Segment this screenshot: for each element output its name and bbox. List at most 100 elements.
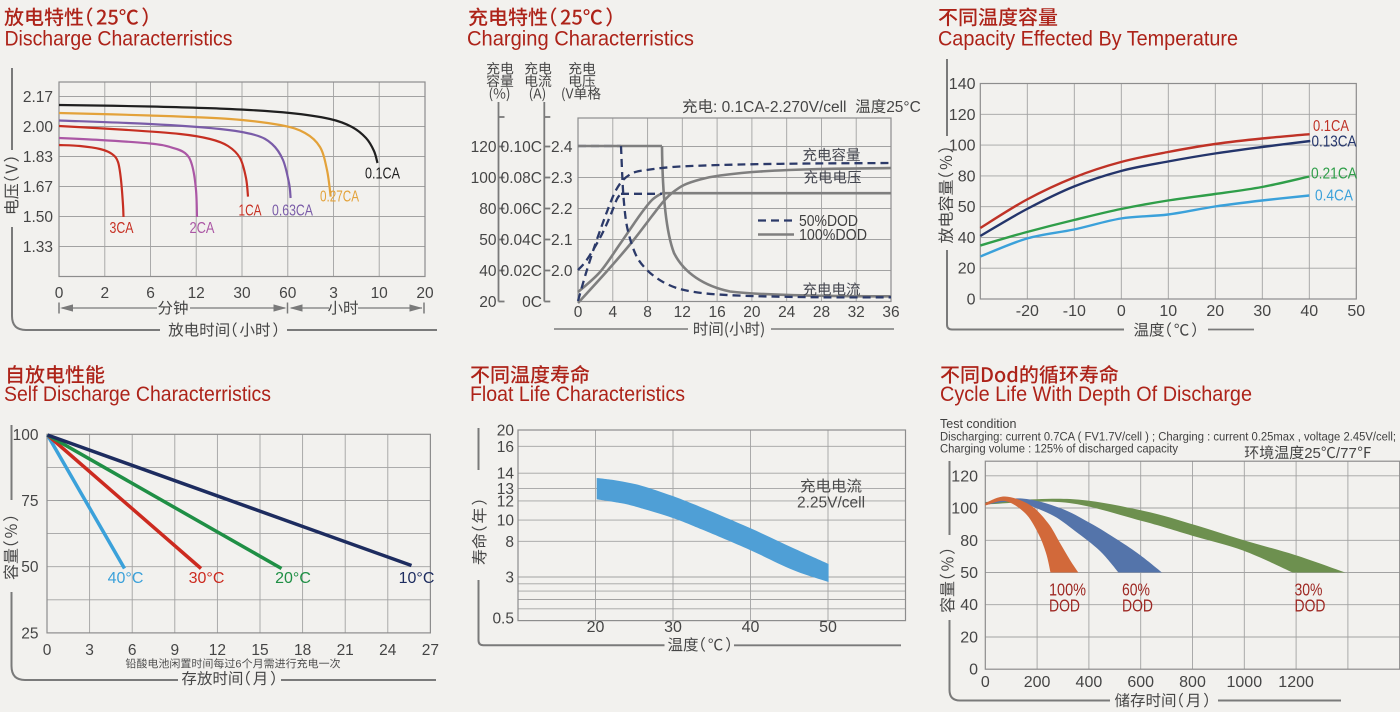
svg-text:-20: -20	[1016, 303, 1039, 320]
svg-text:2.00: 2.00	[23, 119, 54, 136]
svg-text:-10: -10	[1063, 303, 1086, 320]
svg-text:30: 30	[233, 285, 251, 302]
svg-text:120: 120	[949, 107, 976, 124]
svg-text:2.1: 2.1	[551, 232, 573, 249]
svg-text:100: 100	[471, 170, 497, 187]
svg-text:16: 16	[708, 304, 725, 321]
svg-text:0.21CA: 0.21CA	[1311, 166, 1357, 183]
svg-text:25: 25	[21, 625, 38, 642]
svg-text:Discharging: current 0.7CA ( F: Discharging: current 0.7CA ( FV1.7V/cell…	[940, 430, 1396, 444]
svg-text:40: 40	[960, 597, 978, 614]
svg-text:2.17: 2.17	[23, 89, 53, 106]
svg-text:400: 400	[1076, 674, 1103, 691]
svg-text:20: 20	[958, 261, 976, 278]
svg-text:Cycle Life With Depth Of Disch: Cycle Life With Depth Of Discharge	[940, 383, 1252, 406]
svg-text:10: 10	[1159, 303, 1177, 320]
svg-text:3: 3	[85, 642, 94, 659]
svg-text:6: 6	[128, 642, 137, 659]
svg-text:0: 0	[967, 292, 976, 309]
svg-text:27: 27	[422, 642, 439, 659]
svg-text:4: 4	[608, 304, 617, 321]
svg-text:3CA: 3CA	[110, 220, 135, 237]
svg-text:15: 15	[251, 642, 268, 659]
svg-text:0: 0	[1117, 303, 1126, 320]
svg-text:0.02C: 0.02C	[501, 263, 542, 280]
svg-text:60: 60	[279, 285, 297, 302]
svg-text:1.33: 1.33	[23, 239, 53, 256]
svg-text:120: 120	[471, 139, 497, 156]
svg-text:800: 800	[1179, 674, 1206, 691]
svg-text:20: 20	[587, 619, 605, 636]
svg-text:20: 20	[416, 285, 434, 302]
svg-text:10: 10	[497, 513, 515, 530]
svg-text:20: 20	[743, 304, 761, 321]
svg-text:80: 80	[479, 201, 497, 218]
svg-text:9: 9	[170, 642, 179, 659]
svg-text:0.10C: 0.10C	[501, 139, 542, 156]
svg-text:16: 16	[497, 439, 514, 456]
svg-text:Test condition: Test condition	[940, 417, 1016, 431]
svg-text:100%: 100%	[1049, 580, 1086, 600]
svg-text:200: 200	[1024, 674, 1051, 691]
svg-text:0.4CA: 0.4CA	[1315, 188, 1353, 205]
svg-text:50%DOD: 50%DOD	[799, 213, 858, 230]
svg-text:25°C: 25°C	[886, 99, 921, 116]
svg-text:30: 30	[1253, 303, 1271, 320]
svg-text:20°C: 20°C	[275, 570, 311, 587]
svg-text:0.08C: 0.08C	[501, 170, 542, 187]
svg-text:0.1CA: 0.1CA	[1313, 118, 1349, 135]
svg-text:28: 28	[813, 304, 830, 321]
svg-text:0: 0	[981, 674, 990, 691]
svg-text:8: 8	[643, 304, 652, 321]
svg-text:100: 100	[13, 427, 39, 444]
svg-text:12: 12	[209, 642, 226, 659]
svg-text:75: 75	[21, 493, 38, 510]
svg-text:36: 36	[882, 304, 899, 321]
svg-text:60%: 60%	[1122, 580, 1150, 600]
svg-text:10: 10	[371, 285, 389, 302]
svg-text:2.3: 2.3	[551, 170, 573, 187]
svg-text:24: 24	[379, 642, 397, 659]
svg-text:2.4: 2.4	[551, 139, 573, 156]
svg-text:Discharge Characterristics: Discharge Characterristics	[5, 28, 233, 51]
svg-text:40: 40	[742, 619, 760, 636]
svg-text:40: 40	[479, 263, 497, 280]
svg-text:50: 50	[819, 619, 837, 636]
svg-text:14: 14	[497, 466, 515, 483]
svg-text:1.50: 1.50	[23, 209, 54, 226]
svg-text:30°C: 30°C	[189, 570, 225, 587]
svg-text:Float Life Characteristics: Float Life Characteristics	[470, 383, 685, 406]
svg-text:6: 6	[235, 659, 241, 671]
svg-text:6: 6	[146, 285, 155, 302]
svg-text:0.27CA: 0.27CA	[320, 189, 359, 206]
svg-text:30: 30	[664, 619, 682, 636]
svg-text:100%DOD: 100%DOD	[799, 227, 867, 244]
svg-text:DOD: DOD	[1122, 596, 1153, 616]
svg-text:DOD: DOD	[1295, 596, 1326, 616]
svg-text:0.5: 0.5	[492, 611, 514, 628]
svg-text:25: 25	[1304, 445, 1321, 462]
svg-text:20: 20	[1206, 303, 1224, 320]
svg-text:20: 20	[497, 423, 515, 440]
svg-text:0.04C: 0.04C	[501, 232, 542, 249]
svg-text:50: 50	[958, 199, 976, 216]
svg-text:24: 24	[778, 304, 796, 321]
svg-text:2.25V/cell: 2.25V/cell	[797, 495, 865, 512]
svg-text:30%: 30%	[1295, 580, 1323, 600]
svg-text:50: 50	[21, 559, 39, 576]
svg-text:0.06C: 0.06C	[501, 201, 542, 218]
svg-text:40: 40	[958, 230, 976, 247]
svg-text:140: 140	[949, 76, 976, 93]
svg-text:0.13CA: 0.13CA	[1312, 134, 1357, 151]
svg-text:1.67: 1.67	[23, 179, 53, 196]
svg-text:100: 100	[949, 138, 976, 155]
svg-text:21: 21	[337, 642, 354, 659]
svg-text:0: 0	[55, 285, 64, 302]
svg-text:3: 3	[505, 570, 514, 587]
svg-text:1.83: 1.83	[23, 149, 53, 166]
svg-text:40: 40	[1300, 303, 1318, 320]
svg-text:50: 50	[960, 565, 978, 582]
svg-text:12: 12	[674, 304, 691, 321]
svg-text:1CA: 1CA	[239, 203, 263, 220]
svg-text:8: 8	[505, 534, 514, 551]
